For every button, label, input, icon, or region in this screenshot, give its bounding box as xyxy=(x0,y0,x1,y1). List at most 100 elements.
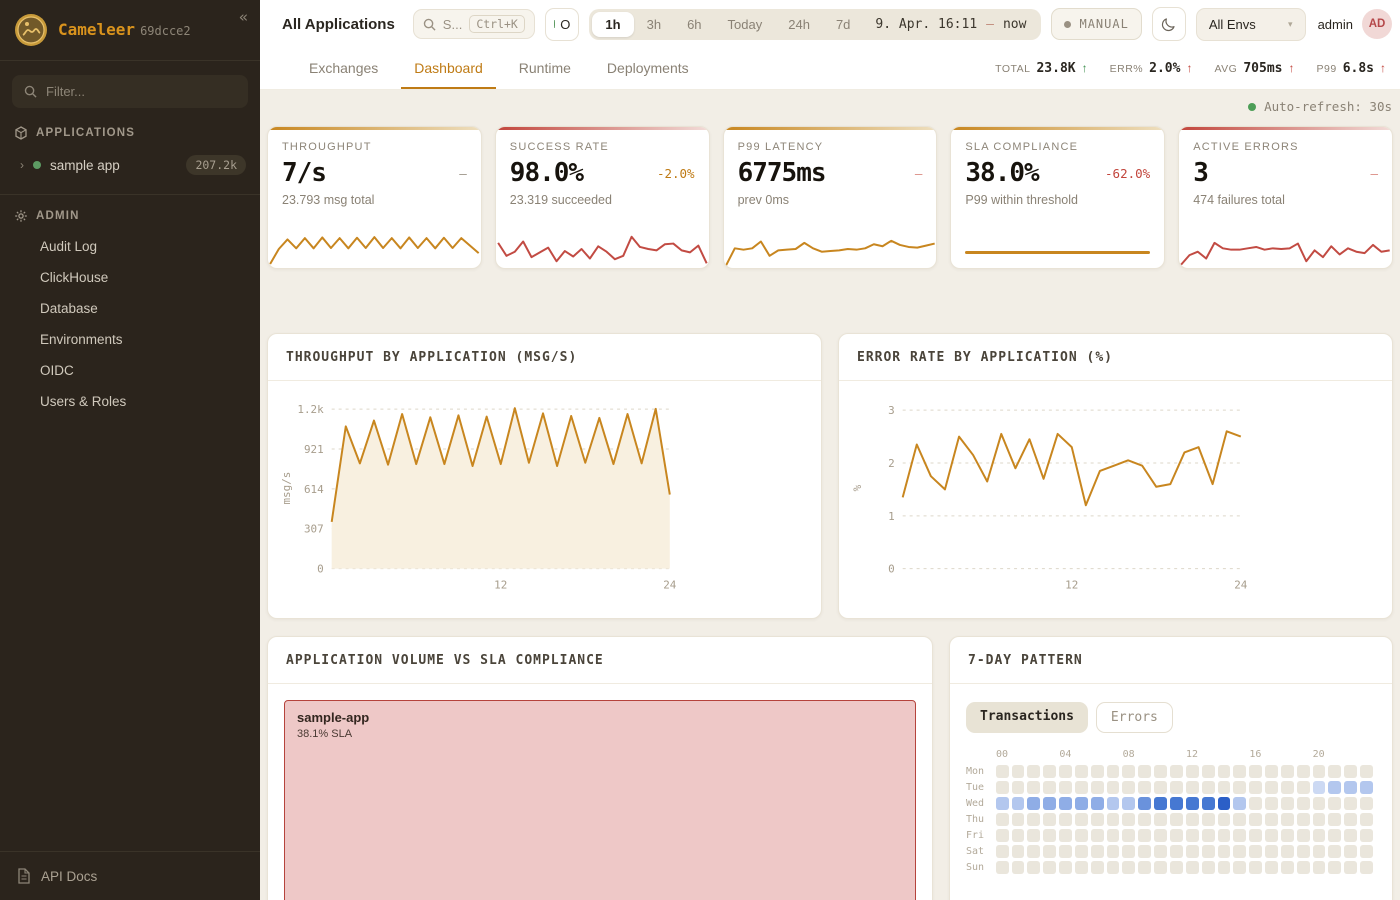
heatmap-cell[interactable] xyxy=(1122,861,1136,874)
avatar[interactable]: AD xyxy=(1362,9,1392,39)
heatmap-cell[interactable] xyxy=(1312,813,1326,826)
heatmap-cell[interactable] xyxy=(1249,861,1263,874)
heatmap-cell[interactable] xyxy=(1296,797,1310,810)
heatmap-cell[interactable] xyxy=(1106,829,1120,842)
heatmap-cell[interactable] xyxy=(1360,781,1373,794)
heatmap-cell[interactable] xyxy=(1280,813,1294,826)
heatmap-cell[interactable] xyxy=(1122,813,1136,826)
heatmap-cell[interactable] xyxy=(1217,765,1231,778)
heatmap-cell[interactable] xyxy=(1154,797,1167,810)
heatmap-cell[interactable] xyxy=(1043,861,1057,874)
heatmap-cell[interactable] xyxy=(1027,829,1041,842)
heatmap-cell[interactable] xyxy=(1106,781,1120,794)
heatmap-cell[interactable] xyxy=(1280,797,1294,810)
heatmap-cell[interactable] xyxy=(1201,861,1215,874)
heatmap-cell[interactable] xyxy=(1344,829,1358,842)
heatmap-cell[interactable] xyxy=(1312,861,1326,874)
heatmap-cell[interactable] xyxy=(1043,829,1057,842)
heatmap-cell[interactable] xyxy=(1106,845,1120,858)
treemap-node-sample-app[interactable]: sample-app 38.1% SLA xyxy=(284,700,916,900)
heatmap-cell[interactable] xyxy=(1280,781,1294,794)
heatmap-cell[interactable] xyxy=(1328,765,1342,778)
heatmap-cell[interactable] xyxy=(1296,829,1310,842)
heatmap-cell[interactable] xyxy=(1233,813,1247,826)
heatmap-cell[interactable] xyxy=(1154,765,1167,778)
heatmap-cell[interactable] xyxy=(1360,829,1373,842)
heatmap-cell[interactable] xyxy=(1233,781,1247,794)
tab-exchanges[interactable]: Exchanges xyxy=(309,59,379,76)
heatmap-cell[interactable] xyxy=(1217,813,1231,826)
kpi-card-p99-latency[interactable]: P99 LATENCY 6775ms – prev 0ms xyxy=(722,126,938,269)
sidebar-item-database[interactable]: Database xyxy=(40,301,98,316)
heatmap-cell[interactable] xyxy=(1217,781,1231,794)
heatmap-cell[interactable] xyxy=(1090,861,1104,874)
heatmap-cell[interactable] xyxy=(1185,765,1199,778)
sidebar-item-environments[interactable]: Environments xyxy=(40,332,123,347)
heatmap-cell[interactable] xyxy=(1217,797,1231,810)
heatmap-cell[interactable] xyxy=(1344,765,1358,778)
heatmap-cell[interactable] xyxy=(1280,861,1294,874)
heatmap-cell[interactable] xyxy=(1011,845,1025,858)
heatmap-cell[interactable] xyxy=(1027,813,1041,826)
heatmap-cell[interactable] xyxy=(1059,781,1072,794)
heatmap-cell[interactable] xyxy=(1122,781,1136,794)
heatmap-cell[interactable] xyxy=(1074,829,1088,842)
heatmap-cell[interactable] xyxy=(1233,797,1247,810)
heatmap-cell[interactable] xyxy=(1106,861,1120,874)
heatmap-cell[interactable] xyxy=(1138,813,1152,826)
heatmap-cell[interactable] xyxy=(1296,781,1310,794)
user-menu[interactable]: admin AD xyxy=(1318,9,1392,39)
heatmap-cell[interactable] xyxy=(1233,861,1247,874)
heatmap-cell[interactable] xyxy=(1360,813,1373,826)
heatmap-cell[interactable] xyxy=(1138,797,1152,810)
heatmap-cell[interactable] xyxy=(995,797,1009,810)
heatmap-cell[interactable] xyxy=(1169,813,1183,826)
kpi-card-success-rate[interactable]: SUCCESS RATE 98.0% -2.0% 23.319 succeeded xyxy=(494,126,710,269)
sidebar-item-api-docs[interactable]: API Docs xyxy=(0,851,260,900)
heatmap-cell[interactable] xyxy=(1185,781,1199,794)
heatmap-cell[interactable] xyxy=(1027,845,1041,858)
range-3h[interactable]: 3h xyxy=(646,16,662,32)
heatmap-cell[interactable] xyxy=(1185,813,1199,826)
collapse-sidebar-icon[interactable]: « xyxy=(238,8,248,26)
heatmap-cell[interactable] xyxy=(995,861,1009,874)
heatmap-cell[interactable] xyxy=(995,813,1009,826)
heatmap-cell[interactable] xyxy=(1043,765,1057,778)
sidebar-item-sample-app[interactable]: › sample app 207.2k xyxy=(0,148,260,182)
heatmap-cell[interactable] xyxy=(1328,861,1342,874)
sidebar-item-audit-log[interactable]: Audit Log xyxy=(40,239,98,254)
heatmap-cell[interactable] xyxy=(1011,829,1025,842)
heatmap-cell[interactable] xyxy=(1344,845,1358,858)
heatmap-cell[interactable] xyxy=(1265,813,1278,826)
heatmap-cell[interactable] xyxy=(1090,845,1104,858)
heatmap-cell[interactable] xyxy=(1074,845,1088,858)
heatmap-cell[interactable] xyxy=(1344,861,1358,874)
heatmap-cell[interactable] xyxy=(1059,813,1072,826)
heatmap-cell[interactable] xyxy=(1027,781,1041,794)
heatmap-cell[interactable] xyxy=(1328,829,1342,842)
heatmap-cell[interactable] xyxy=(1154,813,1167,826)
heatmap-cell[interactable] xyxy=(1011,861,1025,874)
heatmap-cell[interactable] xyxy=(1169,845,1183,858)
heatmap-cell[interactable] xyxy=(1249,797,1263,810)
manual-refresh-button[interactable]: MANUAL xyxy=(1051,8,1142,40)
heatmap-cell[interactable] xyxy=(1074,765,1088,778)
heatmap-cell[interactable] xyxy=(1185,797,1199,810)
heatmap-cell[interactable] xyxy=(1043,813,1057,826)
heatmap-cell[interactable] xyxy=(1122,765,1136,778)
heatmap-cell[interactable] xyxy=(1169,829,1183,842)
heatmap-cell[interactable] xyxy=(1011,797,1025,810)
heatmap-cell[interactable] xyxy=(1201,829,1215,842)
heatmap-cell[interactable] xyxy=(1043,797,1057,810)
dark-mode-button[interactable] xyxy=(1151,7,1186,41)
heatmap-cell[interactable] xyxy=(1106,797,1120,810)
heatmap-cell[interactable] xyxy=(1360,845,1373,858)
kpi-card-sla-compliance[interactable]: SLA COMPLIANCE 38.0% -62.0% P99 within thre… xyxy=(950,126,1166,269)
heatmap-cell[interactable] xyxy=(1074,781,1088,794)
heatmap-cell[interactable] xyxy=(1138,781,1152,794)
date-from[interactable]: 9. Apr. 16:11 xyxy=(875,16,978,32)
heatmap-cell[interactable] xyxy=(1074,813,1088,826)
heatmap-cell[interactable] xyxy=(1312,797,1326,810)
heatmap-cell[interactable] xyxy=(1265,845,1278,858)
heatmap-cell[interactable] xyxy=(1090,813,1104,826)
